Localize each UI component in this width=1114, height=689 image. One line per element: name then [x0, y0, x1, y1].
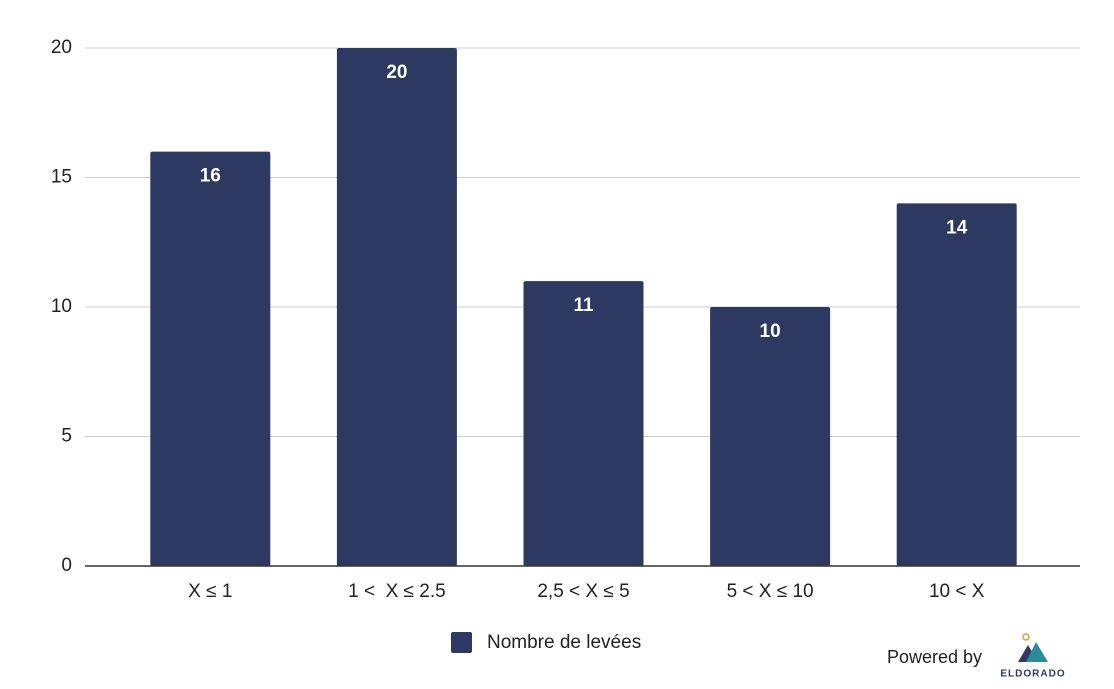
data-label: 11 [573, 295, 594, 316]
bar [710, 307, 831, 566]
logo-sun [1022, 633, 1030, 641]
y-tick-label: 5 [61, 426, 72, 447]
x-tick-label: X ≤ 1 [188, 581, 232, 602]
legend-swatch [451, 632, 472, 653]
data-label: 20 [386, 62, 407, 83]
bar [150, 151, 271, 566]
data-label: 10 [760, 321, 781, 342]
logo-mountain [1026, 642, 1048, 662]
logo: ELDORADO [1000, 633, 1065, 680]
data-label: 16 [200, 166, 221, 187]
y-tick-label: 20 [51, 37, 72, 58]
legend-label: Nombre de levées [487, 632, 641, 653]
logo-brand: ELDORADO [1000, 669, 1065, 680]
powered-by: Powered by [887, 647, 982, 667]
x-tick-label: 5 < X ≤ 10 [727, 581, 814, 602]
bar [896, 203, 1017, 566]
x-tick-label: 2,5 < X ≤ 5 [537, 581, 629, 602]
x-tick-label: 10 < X [929, 581, 985, 602]
bar [336, 48, 457, 566]
x-tick-label: 1 < X ≤ 2.5 [348, 581, 446, 602]
legend: Nombre de levées [451, 632, 641, 653]
y-tick-label: 15 [51, 167, 72, 188]
bar [523, 281, 644, 566]
data-label: 14 [946, 217, 968, 238]
y-tick-label: 0 [61, 555, 72, 576]
y-tick-label: 10 [51, 296, 72, 317]
